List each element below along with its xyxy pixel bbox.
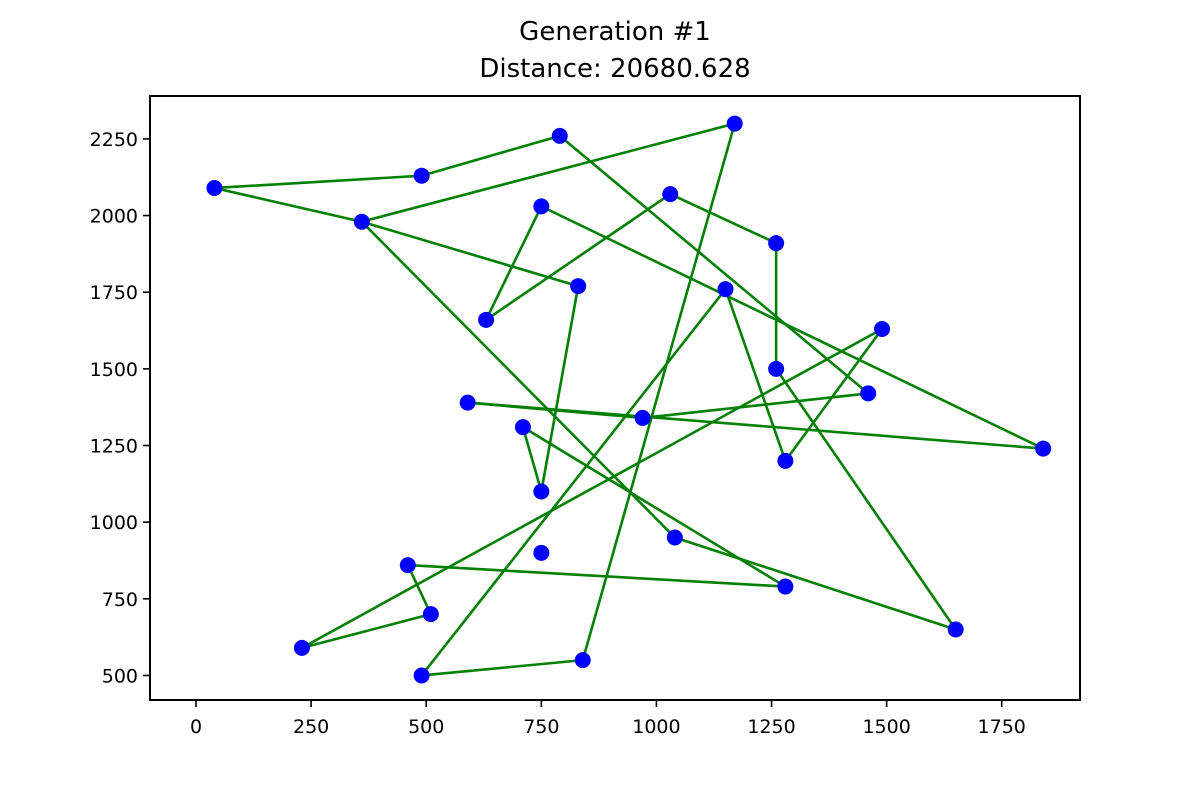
city-point: [422, 606, 439, 623]
y-tick-label: 500: [102, 665, 138, 687]
x-tick-label: 0: [190, 716, 202, 738]
x-tick-label: 1250: [747, 716, 795, 738]
route-segment: [521, 425, 787, 588]
route-segment: [420, 287, 727, 677]
city-point: [459, 394, 476, 411]
city-point: [533, 483, 550, 500]
city-points: [206, 115, 1052, 684]
route-segment: [774, 367, 957, 631]
city-point: [860, 385, 877, 402]
y-tick-label: 2250: [90, 129, 138, 151]
x-axis: 0 250 500 750 1000 1250 1500 1750: [190, 700, 1026, 738]
route-segment: [540, 205, 1045, 450]
route-segment: [420, 134, 562, 178]
city-point: [478, 311, 495, 328]
y-tick-label: 1500: [90, 359, 138, 381]
y-tick-label: 1250: [90, 436, 138, 458]
route-segment: [406, 563, 787, 588]
x-tick-label: 250: [293, 716, 329, 738]
chart-title: Generation #1: [519, 17, 711, 47]
route-segment: [581, 122, 737, 662]
route-segment: [484, 192, 672, 322]
route-segment: [420, 658, 585, 677]
city-point: [533, 198, 550, 215]
y-tick-label: 750: [102, 589, 138, 611]
x-tick-label: 1000: [632, 716, 680, 738]
city-point: [514, 419, 531, 436]
route-segment: [540, 284, 580, 493]
route-segment: [668, 192, 778, 245]
plot-area-border: [149, 95, 1081, 701]
chart-subtitle: Distance: 20680.628: [479, 54, 750, 84]
city-point: [551, 127, 568, 144]
x-tick-label: 1750: [978, 716, 1026, 738]
city-point: [662, 186, 679, 203]
city-point: [726, 115, 743, 132]
route-layer: [213, 122, 1045, 677]
y-tick-label: 2000: [90, 206, 138, 228]
route-segment: [466, 401, 1045, 450]
city-point: [399, 557, 416, 574]
city-point: [777, 578, 794, 595]
x-tick-label: 1500: [862, 716, 910, 738]
city-point: [666, 529, 683, 546]
city-point: [768, 235, 785, 252]
city-point: [717, 281, 734, 298]
city-point: [570, 278, 587, 295]
route-segment: [784, 327, 884, 463]
route-segment: [673, 536, 957, 631]
city-point: [533, 544, 550, 561]
city-point: [353, 213, 370, 230]
x-tick-label: 750: [523, 716, 559, 738]
y-tick-label: 1750: [90, 282, 138, 304]
route-segment: [360, 122, 737, 224]
city-point: [413, 167, 430, 184]
city-point: [874, 321, 891, 338]
route-segment: [300, 612, 433, 650]
route-segment: [406, 563, 433, 616]
city-point: [1035, 440, 1052, 457]
x-tick-label: 500: [408, 716, 444, 738]
route-segment: [558, 134, 870, 395]
city-point: [413, 667, 430, 684]
city-point: [947, 621, 964, 638]
route-segment: [213, 186, 364, 224]
route-segment: [360, 220, 580, 288]
route-segment: [484, 205, 543, 322]
route-segment: [724, 287, 787, 463]
city-point: [634, 409, 651, 426]
city-point: [574, 652, 591, 669]
city-point: [768, 360, 785, 377]
route-segment: [360, 220, 677, 539]
route-segment: [641, 392, 870, 420]
y-tick-label: 1000: [90, 512, 138, 534]
city-point: [206, 179, 223, 196]
city-point: [777, 452, 794, 469]
city-point: [293, 639, 310, 656]
y-axis: 500 750 1000 1250 1500 1750 2000 2250: [90, 129, 150, 687]
route-segment: [300, 327, 884, 650]
route-segment: [213, 174, 423, 190]
route-segment: [521, 425, 543, 493]
